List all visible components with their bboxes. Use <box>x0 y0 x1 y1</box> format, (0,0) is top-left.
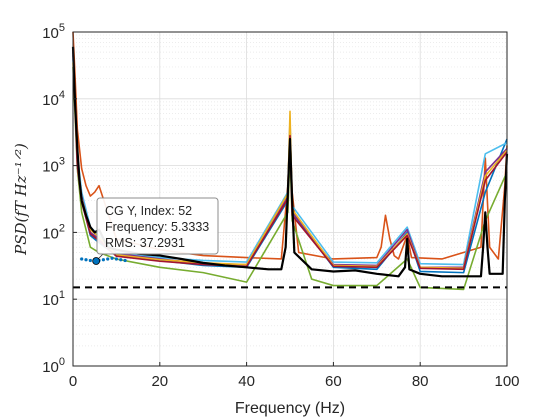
y-tick-label: 103 <box>42 156 65 176</box>
y-tick-label: 101 <box>42 289 65 309</box>
y-tick-base: 10 <box>42 25 59 42</box>
y-tick-label: 105 <box>42 22 65 42</box>
series-layer <box>71 31 509 291</box>
y-tick-label: 102 <box>42 222 65 242</box>
axes-box <box>72 31 508 367</box>
x-axis-label: Frequency (Hz) <box>235 400 345 417</box>
y-tick-label: 104 <box>42 89 65 109</box>
x-tick-label: 60 <box>325 373 342 390</box>
y-axis-label: PSD(fT Hz⁻¹ᐟ²) <box>12 143 30 256</box>
series-line <box>72 31 508 260</box>
y-tick-base: 10 <box>42 292 59 309</box>
y-tick-exponent: 5 <box>59 22 65 34</box>
datatip-marker <box>92 257 101 265</box>
y-tick-exponent: 4 <box>59 89 65 101</box>
scatter-point <box>114 257 118 261</box>
y-tick-exponent: 0 <box>59 356 65 368</box>
scatter-point <box>101 258 105 262</box>
y-tick-base: 10 <box>42 92 59 109</box>
datatip-box <box>96 197 219 255</box>
scatter-point <box>119 258 123 262</box>
y-tick-exponent: 3 <box>59 156 65 168</box>
scatter-point <box>123 258 127 263</box>
x-tick-label: 20 <box>151 373 168 390</box>
y-tick-base: 10 <box>42 359 59 376</box>
datatip-line: Frequency: 5.3333 <box>105 220 209 234</box>
y-tick-base: 10 <box>42 225 59 242</box>
datatip-line: RMS: 37.2931 <box>105 236 185 250</box>
x-tick-label: 40 <box>238 373 255 390</box>
scatter-point <box>106 257 110 261</box>
y-tick-label: 100 <box>42 356 65 376</box>
x-axis-ticks: 0 20 40 60 80 100 <box>69 362 520 390</box>
datatip-line: CG Y, Index: 52 <box>105 204 192 218</box>
scatter-point <box>88 258 92 263</box>
series-line <box>71 46 509 278</box>
data-tip[interactable]: CG Y, Index: 52 Frequency: 5.3333 RMS: 37.… <box>92 197 219 265</box>
y-tick-base: 10 <box>42 159 59 176</box>
scatter-point <box>84 258 88 262</box>
scatter-point <box>80 257 84 261</box>
x-tick-label: 100 <box>494 373 519 390</box>
y-tick-exponent: 1 <box>59 289 65 301</box>
x-tick-label: 0 <box>69 373 77 390</box>
y-tick-exponent: 2 <box>59 222 65 234</box>
scatter-point <box>110 256 114 260</box>
x-tick-label: 80 <box>412 373 429 390</box>
